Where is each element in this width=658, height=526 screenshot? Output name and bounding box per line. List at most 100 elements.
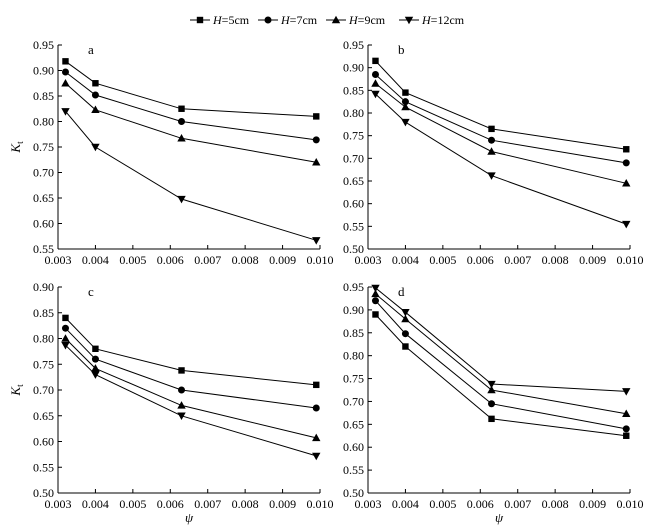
x-tick-label: 0.009	[269, 497, 296, 511]
legend-label-value: =5cm	[222, 13, 250, 27]
x-axis-title: ψ	[185, 510, 194, 525]
series-line	[65, 71, 317, 141]
series-line	[375, 60, 627, 150]
data-point	[91, 371, 100, 379]
x-tick-label: 0.009	[579, 253, 606, 267]
series-circle	[371, 297, 630, 433]
data-point	[61, 108, 70, 116]
y-tick-label: 0.60	[343, 197, 364, 211]
series-triangle-up	[61, 334, 321, 442]
data-point	[313, 381, 320, 389]
series-triangle-down	[371, 284, 631, 396]
data-point	[61, 324, 69, 332]
legend-label-value: =9cm	[358, 13, 386, 27]
data-point	[92, 345, 99, 352]
series-line	[375, 293, 627, 415]
data-point	[62, 314, 69, 322]
data-point	[371, 289, 380, 298]
y-tick-label: 0.75	[343, 129, 364, 143]
x-tick-label: 0.004	[392, 253, 419, 267]
y-tick-label: 0.65	[33, 191, 54, 205]
x-tick-label: 0.006	[467, 497, 494, 511]
y-axis-title: Kt	[8, 141, 25, 154]
legend: H=5cm H=7cm H=9cm H=12cm	[190, 13, 465, 27]
x-tick-label: 0.008	[542, 253, 569, 267]
data-point	[622, 409, 631, 418]
series-square	[62, 314, 320, 389]
y-tick-label: 0.95	[33, 38, 54, 52]
data-point	[402, 343, 409, 350]
data-point	[401, 308, 410, 317]
panel-label: b	[398, 42, 405, 57]
x-tick-label: 0.004	[392, 497, 419, 511]
legend-label: H=5cm	[212, 13, 250, 27]
y-tick-label: 0.90	[33, 280, 54, 294]
y-tick-label: 0.85	[33, 89, 54, 103]
data-point	[312, 237, 321, 245]
legend-label-var: H	[280, 13, 291, 27]
y-tick-label: 0.70	[33, 383, 54, 397]
series-line	[375, 74, 627, 164]
series-line	[65, 317, 317, 386]
data-point	[372, 311, 379, 318]
data-point	[61, 78, 70, 87]
data-point	[177, 401, 186, 409]
series-triangle-down	[371, 90, 631, 229]
series-line	[65, 82, 317, 163]
data-point	[371, 79, 380, 87]
y-tick-label: 0.70	[33, 166, 54, 180]
x-tick-label: 0.003	[355, 497, 382, 511]
x-tick-label: 0.005	[429, 253, 456, 267]
legend-entry: H=12cm	[399, 13, 465, 27]
x-tick-label: 0.006	[157, 497, 184, 511]
data-point	[487, 385, 496, 394]
x-tick-label: 0.003	[355, 253, 382, 267]
data-point	[312, 433, 321, 442]
data-point	[91, 364, 100, 372]
data-point	[488, 136, 496, 144]
data-point	[371, 297, 379, 305]
data-point	[177, 412, 186, 421]
x-tick-label: 0.005	[119, 253, 146, 267]
data-point	[401, 314, 410, 323]
legend-entry: H=9cm	[326, 13, 386, 27]
series-line	[65, 338, 317, 439]
y-tick-label: 0.90	[33, 64, 54, 78]
y-tick-label: 0.85	[343, 326, 364, 340]
data-point	[62, 58, 69, 65]
data-point	[622, 220, 631, 229]
legend-label-value: =7cm	[290, 13, 318, 27]
y-tick-label: 0.55	[343, 219, 364, 233]
legend-entry: H=5cm	[190, 13, 250, 27]
data-point	[371, 284, 380, 293]
data-point	[178, 105, 185, 112]
y-tick-label: 0.50	[33, 486, 54, 500]
chart-panel-a: 0.55 0.60 0.65 0.70 0.75 0.80 0.85 0.90 0.95 0.00…	[8, 38, 334, 267]
data-point	[61, 68, 69, 76]
y-tick-label: 0.80	[33, 332, 54, 346]
data-point	[623, 146, 630, 153]
data-point	[622, 388, 631, 396]
x-tick-label: 0.007	[194, 253, 221, 267]
y-tick-label: 0.80	[343, 106, 364, 120]
data-point	[622, 425, 630, 433]
legend-label: H=7cm	[280, 13, 318, 27]
x-tick-label: 0.010	[617, 253, 644, 267]
panel-label: a	[88, 42, 94, 57]
data-point	[401, 102, 410, 111]
data-point	[401, 98, 409, 106]
x-tick-label: 0.006	[467, 253, 494, 267]
x-tick-label: 0.008	[542, 497, 569, 511]
y-axis-title: Kt	[8, 384, 25, 397]
data-point	[178, 367, 185, 374]
x-tick-label: 0.007	[504, 497, 531, 511]
y-tick-label: 0.60	[33, 435, 54, 449]
data-point	[488, 400, 496, 408]
series-line	[65, 60, 317, 117]
legend-marker-triangle-up	[331, 15, 341, 24]
data-point	[487, 147, 496, 155]
chart-panel-c: 0.50 0.55 0.60 0.65 0.70 0.75 0.80 0.85 0.90 0.00…	[8, 280, 334, 525]
panels: 0.55 0.60 0.65 0.70 0.75 0.80 0.85 0.90 0.95 0.00…	[8, 38, 644, 525]
y-tick-label: 0.50	[343, 486, 364, 500]
